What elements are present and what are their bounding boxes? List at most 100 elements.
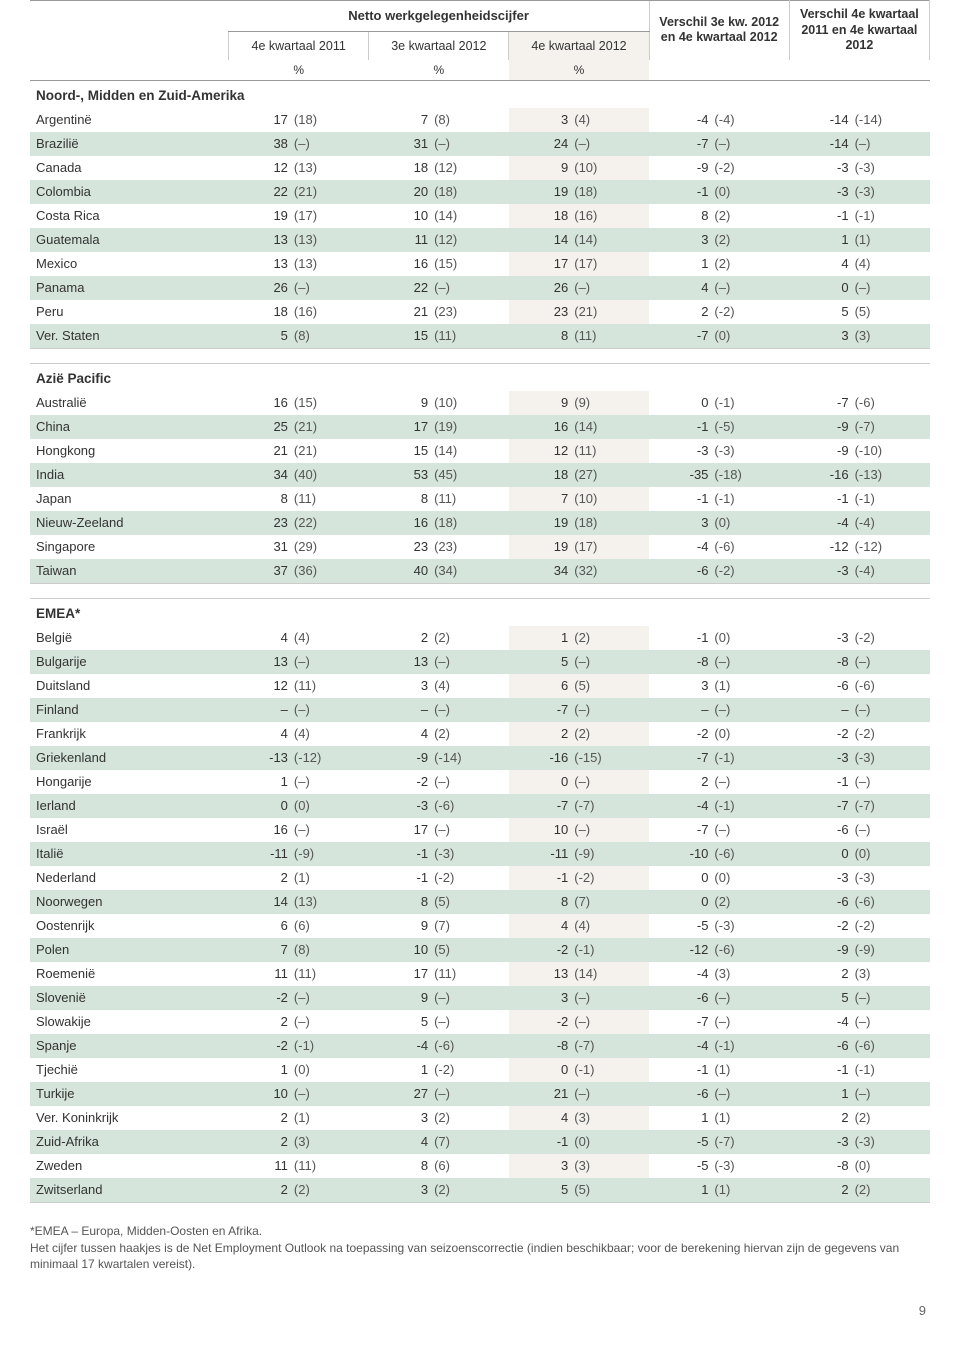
cell-value: 31 [369,132,430,156]
cell-adjusted: (-3) [710,1154,789,1178]
cell-value: 23 [509,300,570,324]
cell-adjusted: (-6) [710,842,789,866]
cell-value: -7 [649,1010,710,1034]
cell-adjusted: (–) [570,770,649,794]
cell-adjusted: (–) [851,698,930,722]
header-diff-q3: Verschil 3e kw. 2012 en 4e kwartaal 2012 [649,1,789,60]
cell-value: 5 [789,300,850,324]
cell-value: -9 [789,938,850,962]
cell-adjusted: (-2) [710,559,789,584]
cell-adjusted: (-4) [710,108,789,132]
cell-value: 11 [229,1154,290,1178]
cell-value: -16 [789,463,850,487]
cell-adjusted: (-6) [710,938,789,962]
table-row: Singapore31(29)23(23)19(17)-4(-6)-12(-12… [30,535,930,559]
cell-adjusted: (-3) [710,914,789,938]
cell-adjusted: (11) [570,439,649,463]
page-container: Netto werkgelegenheidscijfer Verschil 3e… [0,0,960,1348]
cell-adjusted: (-7) [570,1034,649,1058]
cell-value: -8 [789,650,850,674]
cell-adjusted: (3) [570,1106,649,1130]
cell-value: 19 [229,204,290,228]
cell-adjusted: (–) [851,1082,930,1106]
cell-adjusted: (–) [290,1010,369,1034]
cell-value: -13 [229,746,290,770]
cell-value: 9 [509,391,570,415]
cell-value: -7 [649,132,710,156]
header-netto: Netto werkgelegenheidscijfer [229,1,650,32]
cell-adjusted: (-5) [710,415,789,439]
cell-adjusted: (14) [430,439,509,463]
row-label: Zuid-Afrika [30,1130,229,1154]
cell-adjusted: (–) [851,1010,930,1034]
cell-value: -2 [509,1010,570,1034]
cell-value: 2 [789,962,850,986]
cell-value: -6 [649,559,710,584]
cell-value: 2 [369,626,430,650]
cell-adjusted: (11) [430,324,509,349]
cell-adjusted: (-3) [851,1130,930,1154]
cell-value: 12 [509,439,570,463]
cell-value: 2 [229,1106,290,1130]
row-label: Peru [30,300,229,324]
cell-adjusted: (–) [570,650,649,674]
cell-value: -3 [789,746,850,770]
cell-adjusted: (23) [430,535,509,559]
cell-value: 3 [369,1178,430,1203]
cell-adjusted: (2) [851,1178,930,1203]
row-label: India [30,463,229,487]
cell-adjusted: (-12) [851,535,930,559]
cell-value: -12 [649,938,710,962]
table-row: Zweden11(11)8(6)3(3)-5(-3)-8(0) [30,1154,930,1178]
table-row: Finland–(–)–(–)-7(–)–(–)–(–) [30,698,930,722]
cell-value: 1 [229,770,290,794]
row-label: Brazilië [30,132,229,156]
cell-adjusted: (0) [710,511,789,535]
cell-value: 4 [509,1106,570,1130]
cell-value: 2 [229,1130,290,1154]
cell-adjusted: (4) [570,914,649,938]
cell-value: -1 [509,1130,570,1154]
table-row: Panama26(–)22(–)26(–)4(–)0(–) [30,276,930,300]
cell-value: 7 [229,938,290,962]
cell-adjusted: (10) [430,391,509,415]
cell-adjusted: (5) [430,890,509,914]
cell-value: -3 [789,180,850,204]
cell-adjusted: (-3) [851,746,930,770]
cell-adjusted: (-3) [851,156,930,180]
row-label: Oostenrijk [30,914,229,938]
cell-adjusted: (2) [710,252,789,276]
table-row: Slovenië-2(–)9(–)3(–)-6(–)5(–) [30,986,930,1010]
cell-value: -2 [789,914,850,938]
cell-value: 3 [649,674,710,698]
table-row: Canada12(13)18(12)9(10)-9(-2)-3(-3) [30,156,930,180]
cell-adjusted: (-2) [430,1058,509,1082]
cell-adjusted: (-7) [851,415,930,439]
row-label: Singapore [30,535,229,559]
cell-value: 15 [369,324,430,349]
cell-adjusted: (-15) [570,746,649,770]
cell-value: 5 [509,1178,570,1203]
cell-adjusted: (0) [290,794,369,818]
row-label: Guatemala [30,228,229,252]
cell-value: 25 [229,415,290,439]
cell-value: 38 [229,132,290,156]
cell-adjusted: (-6) [851,674,930,698]
cell-value: -6 [649,986,710,1010]
cell-adjusted: (-9) [570,842,649,866]
cell-value: 8 [369,1154,430,1178]
cell-adjusted: (–) [570,1082,649,1106]
cell-adjusted: (11) [290,487,369,511]
cell-adjusted: (7) [570,890,649,914]
cell-value: 8 [229,487,290,511]
cell-adjusted: (18) [290,108,369,132]
cell-adjusted: (29) [290,535,369,559]
row-label: Spanje [30,1034,229,1058]
footnote-line-1: *EMEA – Europa, Midden-Oosten en Afrika. [30,1223,930,1240]
cell-adjusted: (–) [570,986,649,1010]
cell-value: -6 [649,1082,710,1106]
cell-adjusted: (–) [290,650,369,674]
cell-adjusted: (2) [430,1106,509,1130]
cell-value: -4 [649,1034,710,1058]
cell-value: 4 [789,252,850,276]
